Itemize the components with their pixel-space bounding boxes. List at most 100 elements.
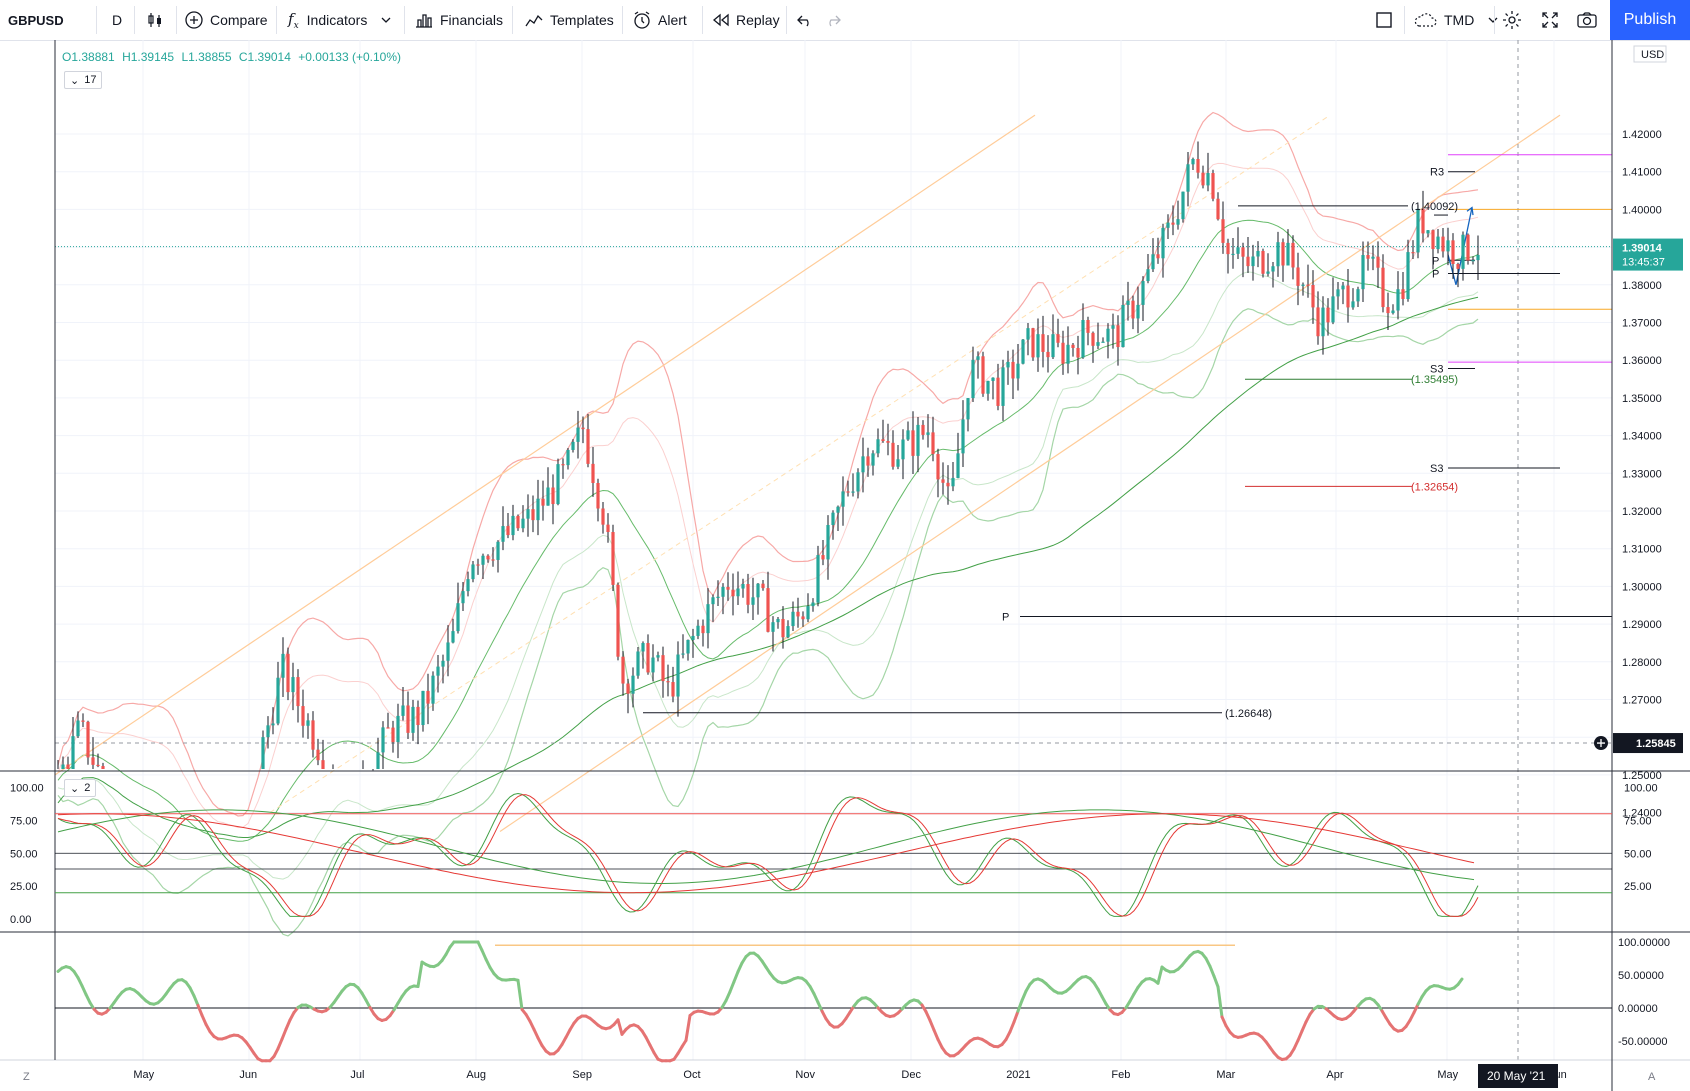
indicators-button[interactable]: fx Indicators bbox=[288, 0, 391, 40]
candle-body bbox=[691, 635, 695, 640]
candle-body bbox=[961, 419, 965, 454]
candle-body bbox=[536, 498, 540, 521]
crosshair-date: 20 May '21 bbox=[1487, 1069, 1546, 1083]
candle-body bbox=[1031, 328, 1035, 358]
pivot-label: P bbox=[1432, 268, 1439, 280]
price-tick: 1.38000 bbox=[1622, 280, 1662, 292]
candle-body bbox=[1051, 334, 1055, 358]
candle-body bbox=[956, 453, 960, 478]
moving-average-100 bbox=[57, 296, 1479, 838]
rewind-icon bbox=[712, 12, 730, 28]
plus-circle-icon bbox=[184, 10, 204, 30]
candle-body bbox=[1341, 285, 1345, 290]
fullscreen-icon[interactable] bbox=[1540, 0, 1560, 40]
candle-body bbox=[756, 583, 760, 598]
candle-body bbox=[821, 555, 825, 560]
candle-body bbox=[931, 432, 935, 455]
candle-body bbox=[491, 559, 495, 561]
camera-icon[interactable] bbox=[1576, 0, 1598, 40]
candle-body bbox=[271, 723, 275, 726]
candle-body bbox=[456, 603, 460, 632]
candle-body bbox=[1291, 242, 1295, 268]
candle-body bbox=[1271, 266, 1275, 272]
replay-button[interactable]: Replay bbox=[712, 0, 780, 40]
layout-square-icon[interactable] bbox=[1374, 0, 1394, 40]
osc-segment bbox=[1016, 998, 1024, 1013]
candle-body bbox=[991, 377, 995, 381]
stoch-slow-k-line bbox=[57, 809, 1475, 884]
candle-body bbox=[1321, 307, 1325, 337]
osc-segment bbox=[1208, 964, 1216, 978]
chart-type-candles-icon[interactable] bbox=[146, 0, 164, 40]
templates-button[interactable]: Templates bbox=[524, 0, 614, 40]
main-indicators-toggle[interactable]: ⌄ 17 bbox=[64, 71, 103, 89]
publish-button[interactable]: Publish bbox=[1610, 0, 1690, 40]
stoch-indicators-toggle[interactable]: ⌄ 2 bbox=[64, 779, 97, 797]
time-label: Mar bbox=[1216, 1069, 1235, 1081]
candle-body bbox=[1216, 198, 1220, 220]
osc-segment bbox=[1300, 1020, 1308, 1033]
symbol-search[interactable]: GBPUSD bbox=[8, 12, 64, 28]
level-label: (1.40092) bbox=[1411, 201, 1458, 213]
candle-body bbox=[886, 440, 890, 443]
pane-structure bbox=[0, 40, 1690, 1091]
candle-body bbox=[761, 583, 765, 589]
candle-body bbox=[651, 657, 655, 673]
candle-body bbox=[1096, 342, 1100, 346]
candle-body bbox=[1151, 254, 1155, 270]
candle-body bbox=[1076, 347, 1080, 358]
layout-menu-button[interactable]: TMD bbox=[1412, 0, 1498, 40]
candle-body bbox=[586, 429, 590, 464]
candle-body bbox=[896, 459, 900, 467]
candle-body bbox=[496, 541, 500, 560]
candle-body bbox=[1111, 325, 1115, 329]
candle-body bbox=[1221, 219, 1225, 243]
price-tick: 1.36000 bbox=[1622, 355, 1662, 367]
candle-body bbox=[521, 518, 525, 529]
osc-segment bbox=[816, 1000, 824, 1013]
candle-body bbox=[416, 706, 420, 726]
candle-body bbox=[1006, 361, 1010, 368]
pivot-label: P bbox=[1432, 255, 1439, 267]
price-tick: 1.41000 bbox=[1622, 167, 1662, 179]
candle-body bbox=[531, 509, 535, 521]
price-tick: 1.28000 bbox=[1622, 657, 1662, 669]
candle-body bbox=[906, 430, 910, 440]
arrow-head bbox=[1466, 206, 1474, 216]
candle-body bbox=[1056, 334, 1060, 343]
osc-segment bbox=[1292, 1038, 1300, 1051]
candle-body bbox=[846, 491, 850, 493]
candle-body bbox=[421, 690, 425, 726]
divider bbox=[1404, 6, 1405, 34]
candle-body bbox=[1186, 164, 1190, 192]
gear-icon[interactable] bbox=[1501, 0, 1523, 40]
undo-icon[interactable] bbox=[796, 0, 814, 40]
osc-segment bbox=[84, 992, 92, 1005]
compare-button[interactable]: Compare bbox=[184, 0, 268, 40]
candle-body bbox=[1086, 320, 1090, 333]
candle-body bbox=[1346, 285, 1350, 308]
chart-canvas[interactable]: 1.420001.410001.400001.390001.380001.370… bbox=[0, 40, 1690, 1091]
bar-chart-icon bbox=[414, 11, 434, 29]
alert-button[interactable]: Alert bbox=[632, 0, 687, 40]
redo-icon[interactable] bbox=[824, 0, 842, 40]
candle-body bbox=[816, 555, 820, 603]
candle-body bbox=[681, 653, 685, 655]
projection-arrow bbox=[1447, 207, 1473, 285]
z-button: Z bbox=[23, 1071, 30, 1083]
osc-segment bbox=[200, 1013, 208, 1026]
candle-body bbox=[1391, 310, 1395, 314]
candle-body bbox=[1026, 328, 1030, 340]
pivot-label: P bbox=[1002, 612, 1009, 624]
candle-body bbox=[431, 675, 435, 704]
candle-body bbox=[826, 525, 830, 560]
financials-button[interactable]: Financials bbox=[414, 0, 503, 40]
candle-body bbox=[1246, 256, 1250, 267]
osc-segment bbox=[736, 961, 744, 974]
candle-body bbox=[101, 766, 105, 769]
price-tick: 1.33000 bbox=[1622, 468, 1662, 480]
candle-body bbox=[626, 683, 630, 694]
candle-body bbox=[1311, 284, 1315, 308]
candle-body bbox=[1071, 344, 1075, 348]
interval-button[interactable]: D bbox=[112, 12, 123, 28]
